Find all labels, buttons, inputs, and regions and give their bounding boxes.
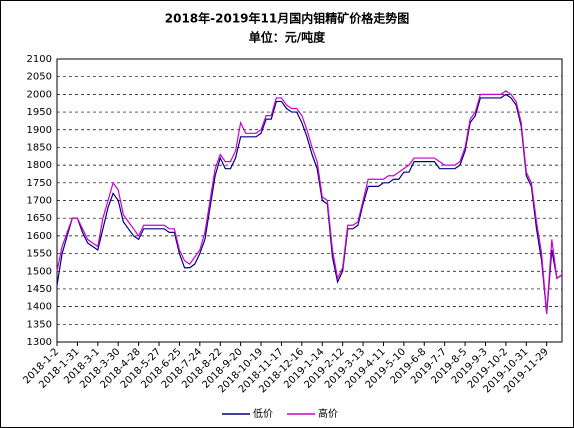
legend-label: 低价 [253,407,273,420]
y-tick-label: 1350 [27,319,52,330]
y-tick-label: 1600 [27,231,52,242]
y-tick-label: 1900 [27,125,52,136]
y-tick-label: 1450 [27,284,52,295]
y-tick-label: 1400 [27,302,52,313]
y-tick-label: 2100 [27,54,52,65]
y-tick-label: 2000 [27,89,52,100]
y-tick-label: 1500 [27,266,52,277]
chart-subtitle: 单位：元/吨度 [249,30,326,45]
y-tick-label: 1750 [27,178,52,189]
y-tick-label: 1950 [27,107,52,118]
y-tick-label: 2050 [27,72,52,83]
y-tick-label: 1850 [27,142,52,153]
y-tick-label: 1800 [27,160,52,171]
chart-title: 2018年-2019年11月国内钼精矿价格走势图 [165,11,409,26]
legend-label: 高价 [318,407,338,420]
series-line [56,90,563,314]
y-tick-label: 1650 [27,213,52,224]
y-tick-label: 1550 [27,249,52,260]
y-tick-label: 1700 [27,196,52,207]
series-line [56,93,563,314]
y-tick-label: 1300 [27,337,52,348]
